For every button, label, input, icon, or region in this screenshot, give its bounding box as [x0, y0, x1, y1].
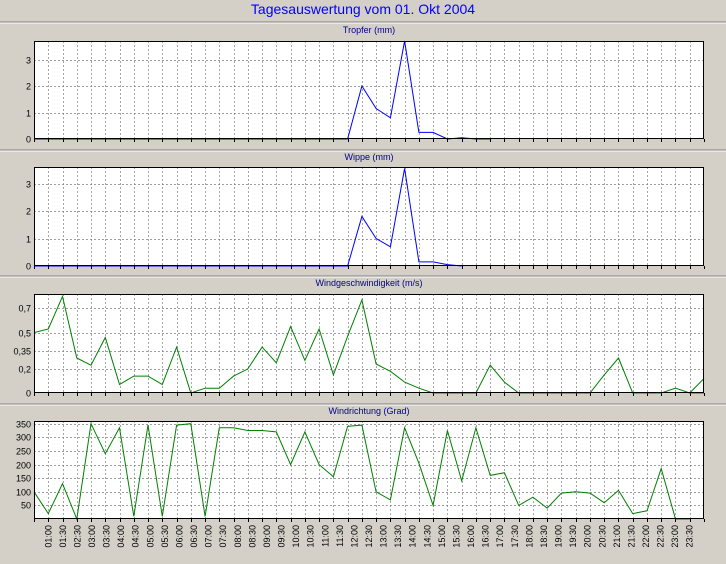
x-tick-label: 12:30 — [364, 525, 374, 548]
x-tick-label: 13:00 — [379, 525, 389, 548]
x-tick-label: 17:00 — [495, 525, 505, 548]
x-tick-label: 03:30 — [102, 525, 112, 548]
x-tick-label: 17:30 — [510, 525, 520, 548]
x-tick-label: 21:00 — [612, 525, 622, 548]
x-tick-label: 09:30 — [277, 525, 287, 548]
x-tick-label: 15:00 — [437, 525, 447, 548]
x-tick-label: 21:30 — [626, 525, 636, 548]
x-tick-label: 16:30 — [481, 525, 491, 548]
x-tick-label: 08:00 — [233, 525, 243, 548]
x-tick-label: 14:30 — [422, 525, 432, 548]
chart-panel-2: Wippe (mm) 0 1 2 3 — [0, 149, 726, 272]
y-tick-label: 2 — [26, 82, 31, 92]
x-tick-label: 06:30 — [189, 525, 199, 548]
x-tick-label: 01:30 — [58, 525, 68, 548]
x-tick-label: 16:00 — [466, 525, 476, 548]
y-tick-label: 3 — [26, 56, 31, 66]
y-tick-label: 2 — [26, 207, 31, 217]
x-tick-label: 14:00 — [408, 525, 418, 548]
x-tick-label: 19:30 — [568, 525, 578, 548]
x-tick-label: 08:30 — [247, 525, 257, 548]
x-tick-label: 23:30 — [685, 525, 695, 548]
x-tick-label: 04:30 — [131, 525, 141, 548]
x-tick-label: 07:00 — [204, 525, 214, 548]
y-tick-label: 350 — [16, 420, 31, 430]
x-tick-label: 05:30 — [160, 525, 170, 548]
x-tick-label: 15:30 — [452, 525, 462, 548]
x-tick-label: 19:00 — [554, 525, 564, 548]
x-tick-label: 06:00 — [175, 525, 185, 548]
y-tick-label: 300 — [16, 433, 31, 443]
x-tick-label: 22:30 — [656, 525, 666, 548]
x-tick-label: 12:00 — [349, 525, 359, 548]
x-tick-label: 11:00 — [320, 525, 330, 547]
y-tick-label: 1 — [26, 109, 31, 119]
plot-frame — [34, 294, 704, 393]
x-tick-label: 20:30 — [597, 525, 607, 548]
x-tick-label: 18:00 — [524, 525, 534, 548]
y-tick-label: 3 — [26, 180, 31, 190]
y-tick-label: 200 — [16, 461, 31, 471]
x-tick-label: 01:00 — [43, 525, 53, 548]
x-tick-label: 13:30 — [393, 525, 403, 548]
y-tick-label: 0 — [26, 262, 31, 272]
x-tick-label: 10:30 — [306, 525, 316, 548]
x-tick-label: 02:30 — [72, 525, 82, 548]
y-tick-label: 0 — [26, 135, 31, 145]
series-line-1 — [33, 294, 704, 394]
x-tick-label: 18:30 — [539, 525, 549, 548]
x-tick-label: 04:00 — [116, 525, 126, 548]
x-tick-label: 03:00 — [87, 525, 97, 548]
panel-title: Windrichtung (Grad) — [328, 406, 409, 416]
x-tick-label: 05:00 — [145, 525, 155, 548]
panel-title: Tropfer (mm) — [343, 25, 395, 35]
plot-area — [34, 41, 704, 139]
x-tick-label: 22:00 — [641, 525, 651, 548]
y-tick-label: 250 — [16, 447, 31, 457]
panel-title: Windgeschwindigkeit (m/s) — [315, 278, 422, 288]
series-line-1 — [34, 40, 491, 140]
panel-title: Wippe (mm) — [345, 152, 394, 162]
x-tick-label: 20:00 — [583, 525, 593, 548]
x-tick-label: 09:00 — [262, 525, 272, 548]
x-tick-label: 11:30 — [335, 525, 345, 547]
x-tick-label: 10:00 — [291, 525, 301, 548]
chart-panel-4: Windrichtung (Grad) 50 100 150 200 250 300 350 0… — [0, 403, 726, 548]
x-tick-label: 23:00 — [670, 525, 680, 548]
y-tick-label: 100 — [16, 488, 31, 498]
y-tick-label: 0,35 — [13, 347, 31, 357]
plot-area — [34, 167, 704, 266]
y-tick-label: 0 — [26, 389, 31, 399]
x-tick-label: 07:30 — [218, 525, 228, 548]
y-tick-label: 0,5 — [18, 329, 31, 339]
series-line-1 — [33, 422, 690, 521]
plot-frame — [34, 421, 704, 519]
series-line-2 — [689, 378, 705, 394]
y-tick-label: 150 — [16, 474, 31, 484]
page-title: Tagesauswertung vom 01. Okt 2004 — [250, 1, 476, 17]
chart-panel-1: Tropfer (mm) 0 1 2 3 — [0, 21, 726, 145]
y-tick-label: 1 — [26, 235, 31, 245]
series-line-1 — [34, 168, 462, 267]
plot-frame — [34, 41, 704, 139]
y-tick-label: 0,7 — [18, 304, 31, 314]
chart-panel-3: Windgeschwindigkeit (m/s) 0 0,2 0,35 0,5 0,7 — [0, 275, 726, 399]
plot-frame — [34, 167, 704, 266]
y-tick-label: 50 — [21, 501, 31, 511]
y-tick-label: 0,2 — [18, 365, 31, 375]
